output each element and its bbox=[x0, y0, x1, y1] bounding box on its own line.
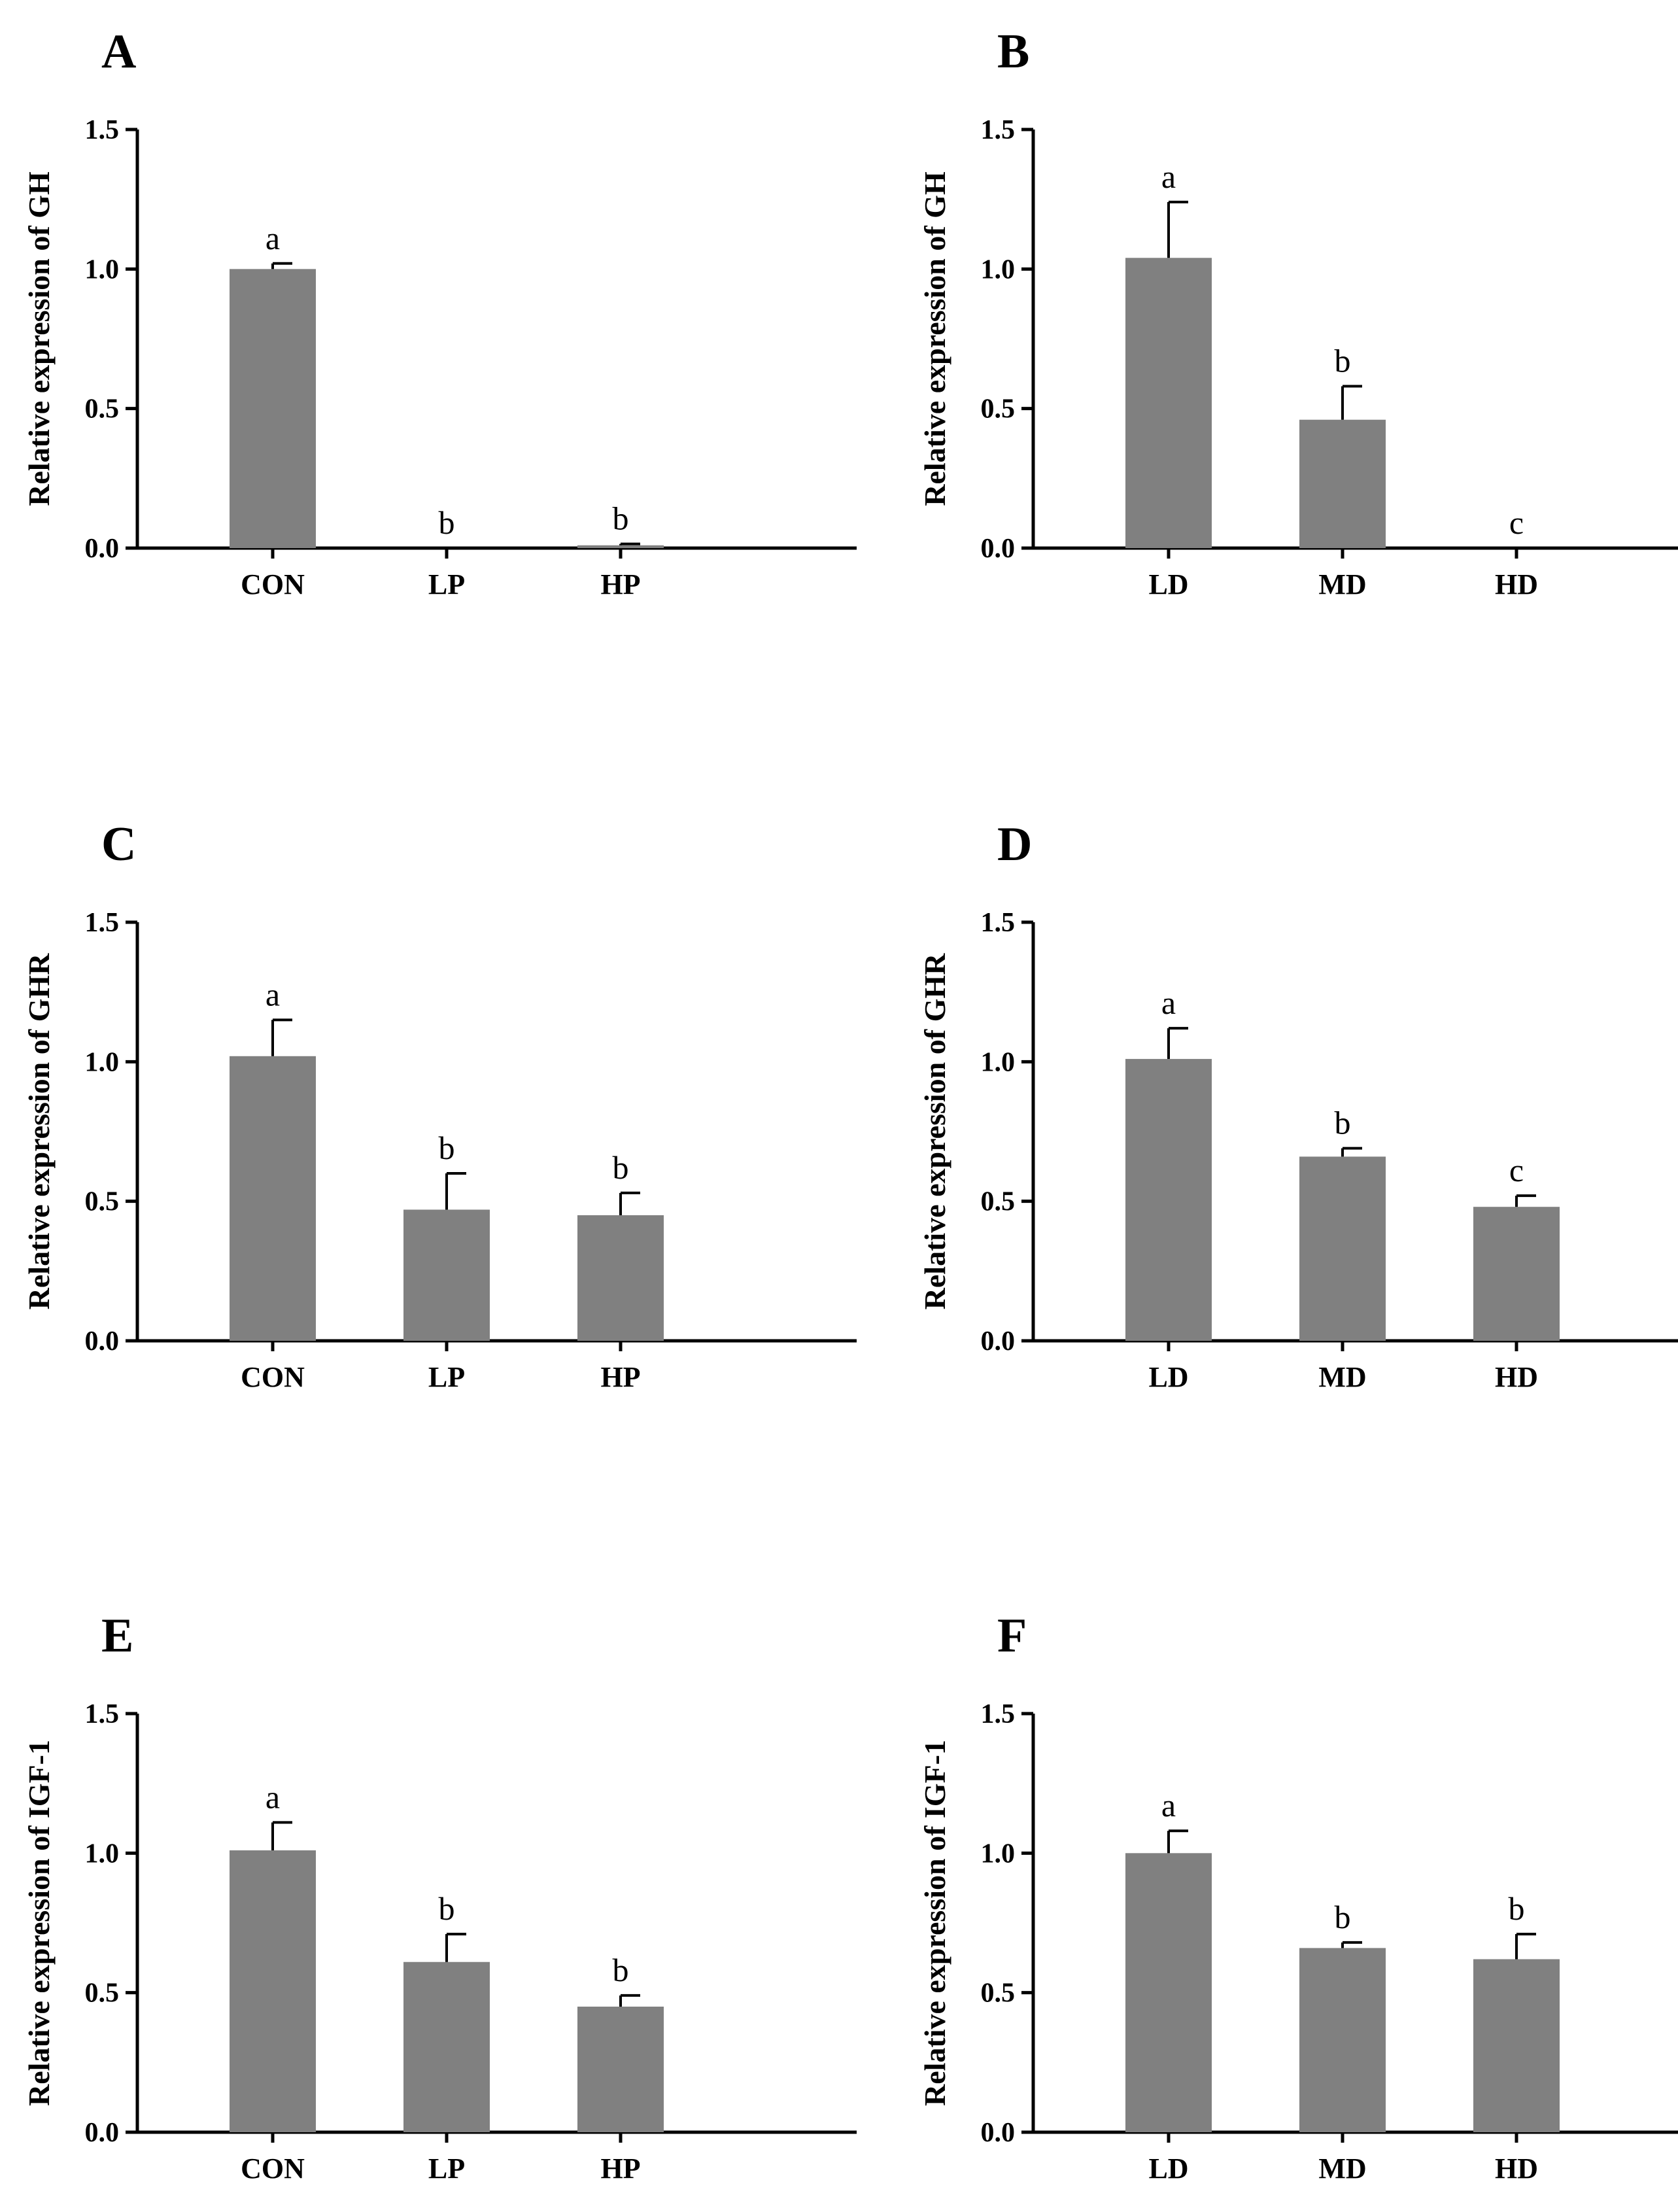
y-tick-label: 0.0 bbox=[981, 2118, 1016, 2148]
category-label: MD bbox=[1318, 568, 1366, 600]
y-axis-label: Relative expression of GH bbox=[22, 171, 56, 506]
significance-letter: b bbox=[439, 1130, 455, 1166]
y-tick-label: 0.5 bbox=[981, 394, 1016, 424]
y-tick-label: 0.5 bbox=[981, 1979, 1016, 2009]
category-label: CON bbox=[241, 568, 305, 600]
y-axis-label: Relative expression of GHR bbox=[918, 953, 951, 1309]
bar bbox=[1125, 1853, 1212, 2132]
significance-letter: a bbox=[1161, 1787, 1176, 1823]
category-label: LP bbox=[428, 568, 465, 600]
category-label: LP bbox=[428, 1361, 465, 1393]
bar bbox=[230, 1850, 316, 2132]
significance-letter: b bbox=[1335, 1105, 1351, 1141]
panel-letter: A bbox=[101, 25, 136, 78]
chart-panel-b: B Relative expression of GH 0.0 0.5 1.0 1.5 LD… bbox=[918, 25, 1678, 600]
bar bbox=[1125, 258, 1212, 548]
y-tick-label: 0.5 bbox=[85, 1187, 120, 1217]
panel-letter: B bbox=[997, 25, 1029, 78]
category-label: HP bbox=[600, 2152, 640, 2185]
chart-panel-d: D Relative expression of GHR 0.0 0.5 1.0 1.5 L… bbox=[918, 818, 1678, 1393]
significance-letter: c bbox=[1509, 1152, 1524, 1188]
category-label: LD bbox=[1148, 1361, 1188, 1393]
panel-letter: F bbox=[997, 1609, 1027, 1663]
y-tick-label: 0.0 bbox=[85, 534, 120, 564]
panel-letter: D bbox=[997, 818, 1032, 871]
category-label: LP bbox=[428, 2152, 465, 2185]
y-tick-label: 1.5 bbox=[85, 1699, 120, 1729]
y-tick-label: 1.0 bbox=[85, 1839, 120, 1869]
y-tick-label: 1.5 bbox=[981, 1699, 1016, 1729]
y-tick-label: 1.0 bbox=[85, 254, 120, 285]
y-tick-label: 1.0 bbox=[981, 1839, 1016, 1869]
category-label: HP bbox=[600, 568, 640, 600]
bar bbox=[230, 269, 316, 548]
y-axis-label: Relative expression of GHR bbox=[22, 953, 56, 1309]
category-label: HP bbox=[600, 1361, 640, 1393]
category-label: HD bbox=[1495, 1361, 1538, 1393]
y-tick-label: 1.5 bbox=[85, 115, 120, 145]
y-axis-label: Relative expression of IGF-1 bbox=[22, 1740, 56, 2106]
category-label: HD bbox=[1495, 568, 1538, 600]
y-tick-label: 1.0 bbox=[981, 1047, 1016, 1077]
chart-panel-f: F Relative expression of IGF-1 0.0 0.5 1.0 1.… bbox=[918, 1609, 1678, 2185]
y-tick-label: 1.5 bbox=[981, 115, 1016, 145]
significance-letter: b bbox=[1509, 1890, 1525, 1927]
panel-letter: C bbox=[101, 818, 136, 871]
significance-letter: b bbox=[439, 1890, 455, 1927]
category-label: CON bbox=[241, 1361, 305, 1393]
bar bbox=[1299, 1156, 1386, 1341]
chart-panel-c: C Relative expression of GHR 0.0 0.5 1.0 1.5 C… bbox=[22, 818, 857, 1393]
y-tick-label: 0.0 bbox=[85, 2118, 120, 2148]
bar bbox=[1299, 1948, 1386, 2132]
significance-letter: b bbox=[1335, 1899, 1351, 1935]
y-tick-label: 1.5 bbox=[85, 908, 120, 938]
bar bbox=[577, 2007, 664, 2132]
bar bbox=[1473, 1207, 1560, 1341]
y-tick-label: 0.0 bbox=[981, 1326, 1016, 1357]
significance-letter: a bbox=[265, 976, 280, 1012]
y-tick-label: 0.0 bbox=[85, 1326, 120, 1357]
y-tick-label: 0.0 bbox=[981, 534, 1016, 564]
y-tick-label: 0.5 bbox=[85, 394, 120, 424]
y-tick-label: 0.5 bbox=[85, 1979, 120, 2009]
significance-letter: a bbox=[1161, 984, 1176, 1021]
bar bbox=[403, 1209, 490, 1341]
significance-letter: b bbox=[613, 1149, 629, 1186]
bar bbox=[1473, 1959, 1560, 2132]
chart-panel-e: E Relative expression of IGF-1 0.0 0.5 1.0 1.… bbox=[22, 1609, 857, 2185]
category-label: LD bbox=[1148, 568, 1188, 600]
significance-letter: a bbox=[265, 1778, 280, 1815]
significance-letter: a bbox=[265, 220, 280, 256]
bar bbox=[1125, 1059, 1212, 1341]
bar bbox=[403, 1961, 490, 2132]
category-label: LD bbox=[1148, 2152, 1188, 2185]
y-tick-label: 1.0 bbox=[981, 254, 1016, 285]
category-label: HD bbox=[1495, 2152, 1538, 2185]
significance-letter: b bbox=[439, 504, 455, 541]
chart-panel-a: A Relative expression of GH 0.0 0.5 1.0 1.5 CO… bbox=[22, 25, 857, 600]
category-label: MD bbox=[1318, 1361, 1366, 1393]
significance-letter: c bbox=[1509, 504, 1524, 541]
y-tick-label: 1.5 bbox=[981, 908, 1016, 938]
bar bbox=[230, 1056, 316, 1341]
significance-letter: b bbox=[613, 1952, 629, 1988]
category-label: CON bbox=[241, 2152, 305, 2185]
category-label: MD bbox=[1318, 2152, 1366, 2185]
y-tick-label: 0.5 bbox=[981, 1187, 1016, 1217]
bar bbox=[1299, 419, 1386, 548]
significance-letter: b bbox=[613, 500, 629, 537]
y-axis-label: Relative expression of GH bbox=[918, 171, 951, 506]
y-tick-label: 1.0 bbox=[85, 1047, 120, 1077]
bar bbox=[577, 545, 664, 548]
bar bbox=[577, 1215, 664, 1341]
significance-letter: b bbox=[1335, 343, 1351, 379]
significance-letter: a bbox=[1161, 158, 1176, 195]
y-axis-label: Relative expression of IGF-1 bbox=[918, 1740, 951, 2106]
panel-letter: E bbox=[101, 1609, 133, 1663]
